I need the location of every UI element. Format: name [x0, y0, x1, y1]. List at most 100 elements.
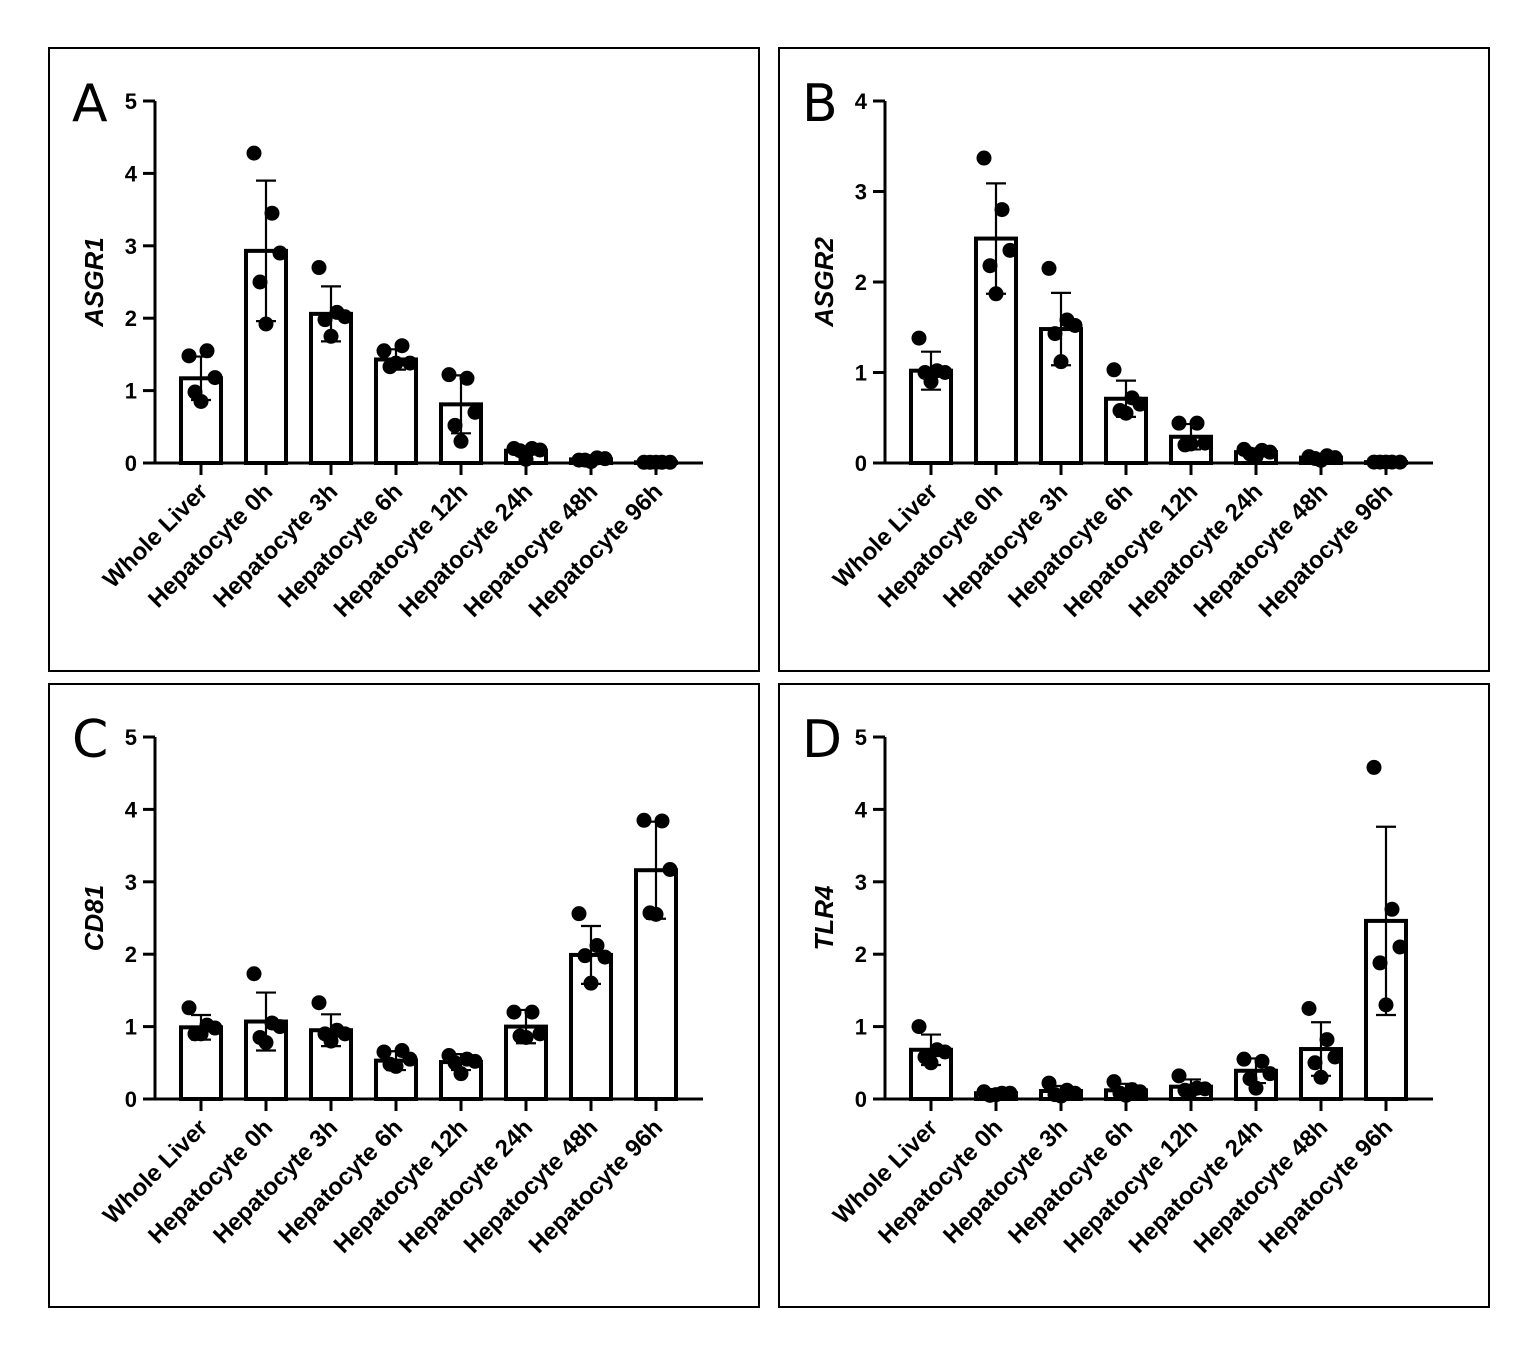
data-point	[1378, 997, 1394, 1013]
data-point	[311, 260, 327, 276]
data-point	[518, 451, 534, 467]
data-point	[264, 205, 280, 221]
panel-d-y-axis-label: TLR4	[809, 885, 839, 951]
data-point	[1171, 1068, 1187, 1084]
data-point	[337, 309, 353, 325]
y-tick-label: 2	[855, 942, 867, 967]
data-point	[1254, 1053, 1270, 1069]
y-tick-label: 0	[125, 1087, 137, 1112]
data-point	[1236, 1051, 1252, 1067]
data-point	[589, 938, 605, 954]
data-point	[662, 454, 678, 470]
data-point	[1248, 449, 1264, 465]
data-point	[193, 393, 209, 409]
data-point	[518, 1029, 534, 1045]
data-point	[453, 433, 469, 449]
data-point	[1372, 955, 1388, 971]
data-point	[193, 1026, 209, 1042]
data-point	[1002, 1085, 1018, 1101]
data-point	[662, 861, 678, 877]
data-point	[1002, 242, 1018, 258]
data-point	[532, 442, 548, 458]
data-point	[388, 1058, 404, 1074]
data-point	[323, 1033, 339, 1049]
data-point	[467, 404, 483, 420]
data-point	[252, 274, 268, 290]
data-point	[636, 812, 652, 828]
y-tick-label: 2	[125, 942, 137, 967]
data-point	[1384, 901, 1400, 917]
data-point	[1132, 1084, 1148, 1100]
data-point	[1106, 362, 1122, 378]
y-tick-label: 4	[125, 797, 138, 822]
data-point	[441, 367, 457, 383]
y-tick-label: 1	[125, 379, 137, 404]
y-tick-label: 0	[855, 1087, 867, 1112]
data-point	[1118, 1087, 1134, 1103]
data-point	[597, 949, 613, 965]
data-point	[1319, 1032, 1335, 1048]
panel-b-frame	[778, 47, 1490, 672]
data-point	[1041, 1075, 1057, 1091]
y-tick-label: 4	[855, 89, 868, 114]
data-point	[1262, 1066, 1278, 1082]
data-point	[976, 150, 992, 166]
data-point	[1366, 759, 1382, 775]
bar	[374, 357, 418, 465]
data-point	[181, 348, 197, 364]
data-point	[199, 343, 215, 359]
data-point	[911, 330, 927, 346]
data-point	[1248, 1080, 1264, 1096]
y-tick-label: 1	[855, 1015, 867, 1040]
data-point	[447, 417, 463, 433]
y-tick-label: 2	[125, 306, 137, 331]
data-point	[1307, 1055, 1323, 1071]
data-point	[459, 370, 475, 386]
data-point	[923, 1055, 939, 1071]
data-point	[982, 258, 998, 274]
panel-c-y-axis-label: CD81	[79, 885, 109, 951]
data-point	[317, 312, 333, 328]
data-point	[1262, 444, 1278, 460]
y-tick-label: 0	[125, 451, 137, 476]
data-point	[1378, 454, 1394, 470]
panel-b-letter: B	[802, 74, 838, 134]
panel-d-letter: D	[802, 710, 842, 770]
data-point	[1327, 450, 1343, 466]
data-point	[1132, 396, 1148, 412]
data-point	[1197, 435, 1213, 451]
y-tick-label: 3	[855, 870, 867, 895]
data-point	[1183, 436, 1199, 452]
data-point	[402, 355, 418, 371]
data-point	[1067, 1085, 1083, 1101]
data-point	[583, 975, 599, 991]
data-point	[1392, 939, 1408, 955]
data-point	[583, 454, 599, 470]
data-point	[1327, 1049, 1343, 1065]
data-point	[467, 1053, 483, 1069]
y-tick-label: 4	[125, 161, 138, 186]
data-point	[577, 948, 593, 964]
data-point	[1171, 415, 1187, 431]
data-point	[1047, 326, 1063, 342]
data-point	[994, 202, 1010, 218]
data-point	[258, 316, 274, 332]
data-point	[1041, 260, 1057, 276]
y-tick-label: 3	[125, 870, 137, 895]
data-point	[258, 1035, 274, 1051]
data-point	[207, 370, 223, 386]
data-point	[376, 1044, 392, 1060]
panel-a-letter: A	[72, 74, 108, 134]
data-point	[1183, 1083, 1199, 1099]
y-tick-label: 4	[855, 797, 868, 822]
y-tick-label: 3	[855, 180, 867, 205]
data-point	[648, 906, 664, 922]
y-tick-label: 3	[125, 234, 137, 259]
data-point	[923, 374, 939, 390]
data-point	[654, 813, 670, 829]
data-point	[937, 365, 953, 380]
data-point	[453, 1066, 469, 1082]
